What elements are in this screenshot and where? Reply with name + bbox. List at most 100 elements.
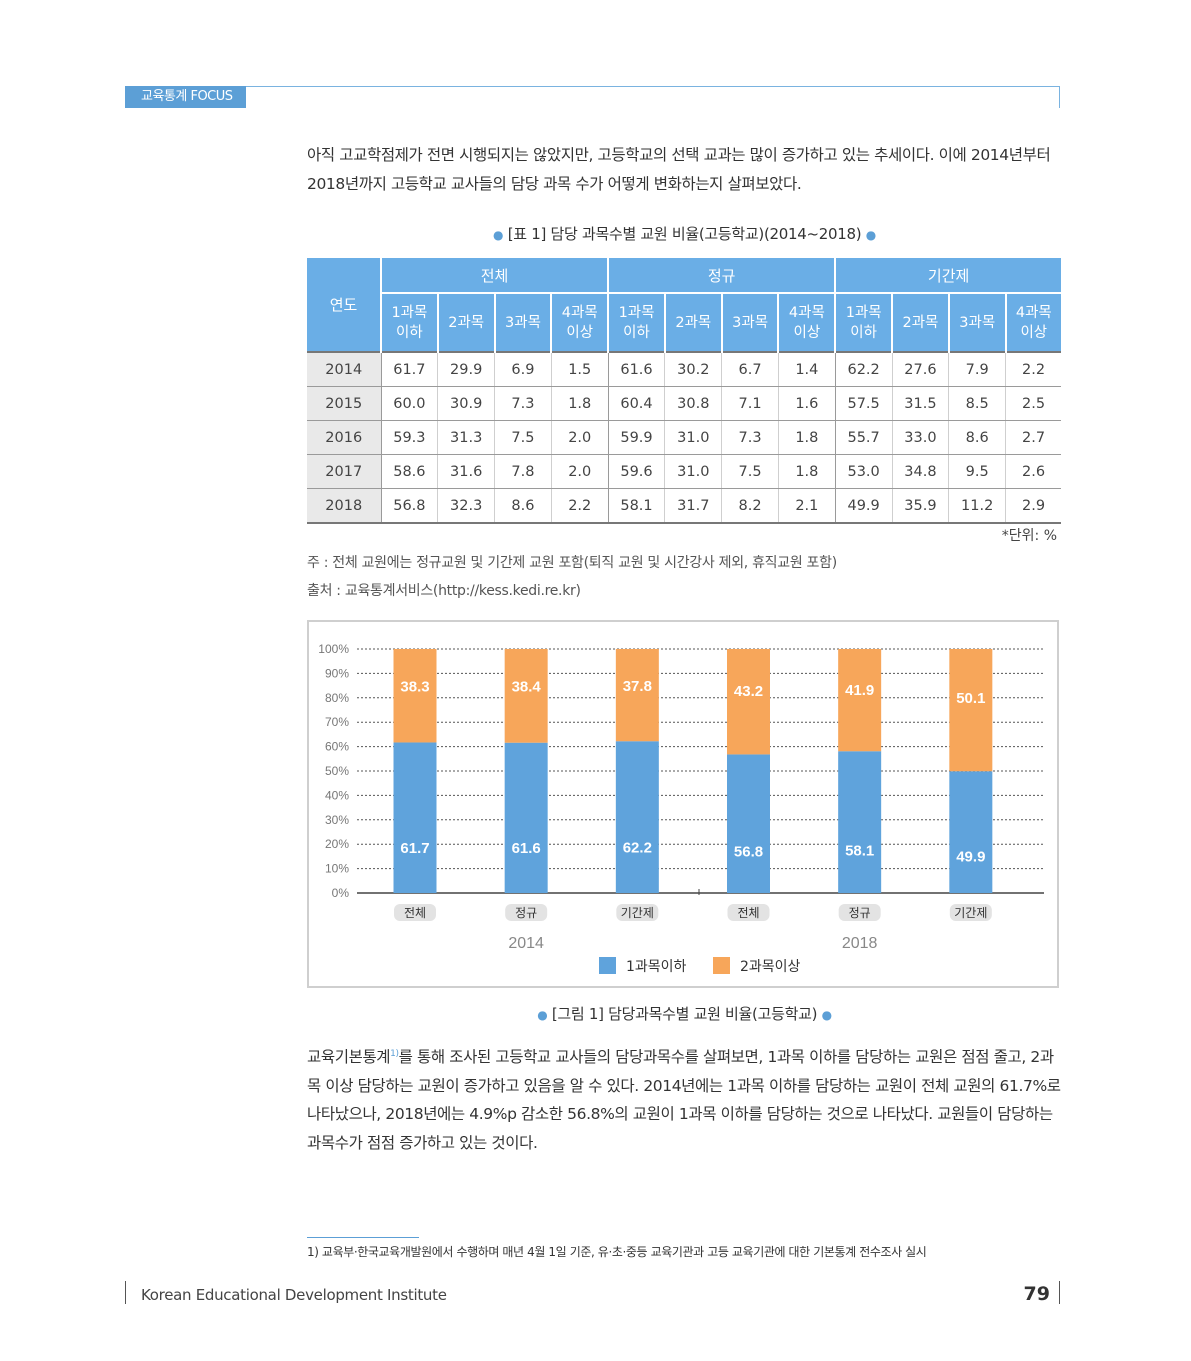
value-cell: 2.0 xyxy=(550,454,609,489)
group-header: 기간제 xyxy=(834,258,1061,293)
value-cell: 33.0 xyxy=(891,420,949,455)
value-cell: 8.2 xyxy=(721,488,779,524)
y-tick-label: 100% xyxy=(318,642,349,656)
bar-segment xyxy=(393,742,437,893)
bullet-icon: ● xyxy=(865,228,876,242)
value-cell: 1.8 xyxy=(777,420,836,455)
value-cell: 55.7 xyxy=(834,420,893,455)
value-cell: 8.5 xyxy=(948,386,1006,421)
value-cell: 30.8 xyxy=(664,386,722,421)
value-cell: 1.8 xyxy=(777,454,836,489)
value-cell: 1.4 xyxy=(777,351,836,387)
value-cell: 49.9 xyxy=(834,488,893,524)
value-cell: 34.8 xyxy=(891,454,949,489)
sub-header: 3과목 xyxy=(720,292,779,352)
table-row: 2017 58.6 31.6 7.8 2.0 59.6 31.0 7.5 1.8 53.0 34.8… xyxy=(307,454,1061,489)
value-cell: 58.1 xyxy=(607,488,665,524)
group-label: 2014 xyxy=(508,935,544,952)
value-cell: 61.6 xyxy=(607,351,665,387)
table-caption: ● [표 1] 담당 과목수별 교원 비율(고등학교)(2014~2018) ● xyxy=(307,223,1062,244)
sub-header: 3과목 xyxy=(493,292,552,352)
sub-header: 3과목 xyxy=(947,292,1006,352)
footnote-rule xyxy=(307,1237,419,1238)
value-cell: 2.1 xyxy=(777,488,836,524)
sub-header: 1과목 이하 xyxy=(380,292,438,352)
value-cell: 56.8 xyxy=(380,488,438,524)
year-cell: 2018 xyxy=(307,488,381,524)
legend-swatch xyxy=(599,957,616,974)
value-cell: 2.7 xyxy=(1005,420,1061,455)
table-row: 2016 59.3 31.3 7.5 2.0 59.9 31.0 7.3 1.8 55.7 33.0… xyxy=(307,420,1061,455)
category-pill xyxy=(505,904,548,921)
body-text-2: 를 통해 조사된 고등학교 교사들의 담당과목수를 살펴보면, 1과목 이하를 … xyxy=(307,1048,1061,1152)
bar-segment xyxy=(838,649,882,752)
value-cell: 59.9 xyxy=(607,420,665,455)
value-cell: 29.9 xyxy=(437,351,495,387)
figure-caption: ● [그림 1] 담당과목수별 교원 비율(고등학교) ● xyxy=(307,1003,1062,1024)
group-header: 전체 xyxy=(379,258,609,293)
data-label: 61.7 xyxy=(400,840,429,857)
y-tick-label: 50% xyxy=(325,764,349,778)
data-label: 62.2 xyxy=(623,839,652,856)
bar-segment xyxy=(727,754,770,893)
bar-segment xyxy=(727,649,770,755)
year-cell: 2015 xyxy=(307,386,381,421)
chart-canvas: 0% 10% 20% 30% 40% 50% 60% 70% 80% 90% 100% 61.7 38.… xyxy=(318,642,1044,975)
footnote-marker[interactable]: 1) xyxy=(390,1049,399,1059)
y-tick-label: 40% xyxy=(325,788,349,802)
year-cell: 2017 xyxy=(307,454,381,489)
category-pill xyxy=(616,904,659,921)
value-cell: 60.0 xyxy=(380,386,438,421)
value-cell: 1.5 xyxy=(550,351,609,387)
y-tick-label: 30% xyxy=(325,813,349,827)
value-cell: 2.2 xyxy=(1005,351,1061,387)
value-cell: 58.6 xyxy=(380,454,438,489)
bar-segment xyxy=(504,649,548,743)
data-label: 58.1 xyxy=(845,842,874,859)
sub-header: 1과목 이하 xyxy=(834,292,893,352)
table-source: 출처 : 교육통계서비스(http://kess.kedi.re.kr) xyxy=(307,583,581,599)
sub-header: 4과목 이상 xyxy=(1004,292,1061,352)
value-cell: 31.6 xyxy=(437,454,495,489)
value-cell: 2.0 xyxy=(550,420,609,455)
value-cell: 30.2 xyxy=(664,351,722,387)
data-label: 56.8 xyxy=(734,843,763,860)
value-cell: 32.3 xyxy=(437,488,495,524)
value-cell: 7.5 xyxy=(494,420,552,455)
category-label: 기간제 xyxy=(954,906,987,920)
category-pill xyxy=(394,904,436,921)
sub-header: 4과목 이상 xyxy=(550,292,609,352)
body-paragraph: 교육기본통계1)를 통해 조사된 고등학교 교사들의 담당과목수를 살펴보면, … xyxy=(307,1040,1062,1157)
category-label: 전체 xyxy=(737,906,759,920)
sub-header: 2과목 xyxy=(891,292,949,352)
bullet-icon: ● xyxy=(493,228,504,242)
value-cell: 31.0 xyxy=(664,420,722,455)
bullet-icon: ● xyxy=(821,1008,832,1022)
table-unit: *단위: % xyxy=(1001,528,1057,544)
value-cell: 9.5 xyxy=(948,454,1006,489)
bar-segment xyxy=(615,741,659,893)
bar-segment xyxy=(393,649,437,743)
table-note: 주 : 전체 교원에는 정규교원 및 기간제 교원 포함(퇴직 교원 및 시간강… xyxy=(307,555,837,571)
category-pill xyxy=(727,904,770,921)
value-cell: 1.6 xyxy=(777,386,836,421)
value-cell: 11.2 xyxy=(948,488,1006,524)
category-pill xyxy=(838,904,881,921)
data-label: 37.8 xyxy=(623,678,652,695)
category-label: 기간제 xyxy=(621,906,654,920)
value-cell: 8.6 xyxy=(948,420,1006,455)
year-cell: 2016 xyxy=(307,420,381,455)
data-label: 49.9 xyxy=(956,848,985,865)
value-cell: 53.0 xyxy=(834,454,893,489)
value-cell: 7.1 xyxy=(721,386,779,421)
value-cell: 60.4 xyxy=(607,386,665,421)
bar-segment xyxy=(615,649,659,742)
year-cell: 2014 xyxy=(307,351,381,387)
value-cell: 1.8 xyxy=(550,386,609,421)
footer-org: Korean Educational Development Institute xyxy=(141,1286,447,1304)
value-cell: 30.9 xyxy=(437,386,495,421)
header-rule xyxy=(246,86,1060,87)
value-cell: 2.2 xyxy=(550,488,609,524)
value-cell: 6.9 xyxy=(494,351,552,387)
bar-segment xyxy=(949,649,993,772)
